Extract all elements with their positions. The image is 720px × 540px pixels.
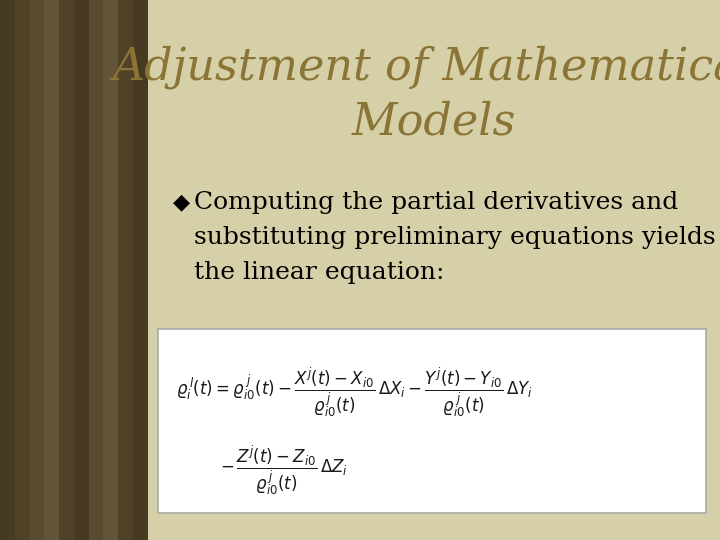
Bar (14, 0, 30, 540)
Bar (44, 0, 59, 540)
Bar (104, 0, 118, 540)
Bar (59, 0, 73, 540)
Text: the linear equation:: the linear equation: (194, 261, 445, 284)
FancyBboxPatch shape (158, 329, 706, 513)
Text: $\varrho_i^{\,l}(t) = \varrho_{i0}^{\,j}(t) - \dfrac{X^{j}(t) - X_{i0}}{\varrho_: $\varrho_i^{\,l}(t) = \varrho_{i0}^{\,j}… (176, 365, 533, 418)
Text: Models: Models (351, 100, 516, 143)
Text: Computing the partial derivatives and: Computing the partial derivatives and (194, 191, 679, 214)
Text: substituting preliminary equations yields: substituting preliminary equations yield… (194, 226, 716, 249)
Bar (89, 0, 104, 540)
Text: ◆: ◆ (173, 192, 190, 213)
Text: $-\,\dfrac{Z^{j}(t) - Z_{i0}}{\varrho_{i0}^{\,j}(t)}\,\Delta Z_i$: $-\,\dfrac{Z^{j}(t) - Z_{i0}}{\varrho_{i… (220, 443, 348, 496)
Bar (118, 0, 133, 540)
Bar (133, 0, 148, 540)
FancyBboxPatch shape (0, 0, 148, 540)
Bar (73, 0, 89, 540)
Bar (0, 0, 14, 540)
Text: Adjustment of Mathematical: Adjustment of Mathematical (113, 46, 720, 89)
FancyBboxPatch shape (148, 0, 720, 540)
Bar (30, 0, 45, 540)
